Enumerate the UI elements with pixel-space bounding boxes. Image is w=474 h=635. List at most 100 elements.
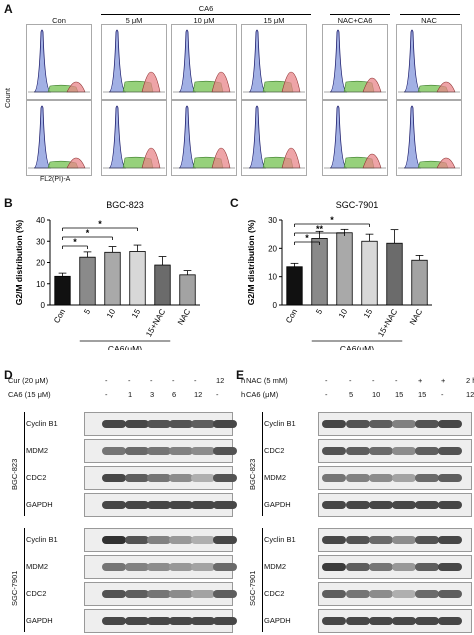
blot-row-label: CDC2 [264, 446, 285, 455]
protein-band [369, 474, 393, 482]
protein-band [346, 420, 370, 428]
treatment-value: - [128, 376, 131, 385]
protein-band [169, 474, 193, 482]
protein-band [438, 420, 462, 428]
protein-band [415, 474, 439, 482]
protein-band [147, 474, 171, 482]
condition-label: NAC [421, 16, 437, 25]
protein-band [392, 563, 416, 571]
protein-band [191, 590, 215, 598]
blot-strip [318, 609, 472, 633]
panel-d-letter: D [4, 368, 13, 382]
bar [129, 251, 146, 306]
treatment-value: 10 [372, 390, 381, 399]
protein-band [415, 617, 439, 625]
flow-histogram [171, 24, 237, 100]
blot-row-label: MDM2 [264, 562, 287, 571]
flow-histogram [101, 24, 167, 100]
g1-peak [33, 29, 52, 93]
bar-chart-sgc7901: SGC-7901 0 10 20 30 G2/M distribution (%) Con 5… [246, 200, 432, 350]
blot-strip [84, 439, 237, 463]
protein-band [415, 590, 439, 598]
g2m-peak [141, 147, 161, 169]
bar [179, 274, 196, 306]
g2m-peak [281, 147, 301, 169]
g1-peak [178, 105, 197, 169]
protein-band [346, 563, 370, 571]
protein-band [322, 447, 346, 455]
protein-band [369, 563, 393, 571]
flow-histogram [26, 100, 92, 176]
bar [154, 264, 171, 306]
cell-line-bracket [262, 412, 263, 516]
treatment-value: 5 [349, 390, 354, 399]
x-axis-label: CA6(μM) [340, 344, 374, 350]
blot-row-label: GAPDH [26, 500, 53, 509]
category-label: 10 [337, 307, 350, 320]
category-label: Con [52, 308, 67, 325]
protein-band [169, 420, 193, 428]
blot-strip [84, 528, 237, 552]
protein-band [125, 447, 149, 455]
flow-histogram [101, 100, 167, 176]
treatment-value: - [216, 390, 219, 399]
blot-row-label: CDC2 [26, 589, 47, 598]
category-label: 10 [105, 307, 118, 320]
treatment-value: - [172, 376, 175, 385]
category-label: 15+NAC [144, 307, 167, 338]
y-tick-label: 0 [41, 301, 46, 310]
condition-label: 15 μM [263, 16, 285, 25]
protein-band [213, 501, 237, 509]
protein-band [438, 501, 462, 509]
protein-band [125, 617, 149, 625]
bar [361, 240, 378, 306]
protein-band [415, 447, 439, 455]
protein-band [102, 536, 126, 544]
treatment-label: CA6 (μM) [246, 390, 279, 399]
protein-band [322, 474, 346, 482]
protein-band [191, 474, 215, 482]
category-label: Con [284, 308, 299, 325]
ca6-group-line [101, 14, 311, 15]
protein-band [147, 501, 171, 509]
y-axis-label: G2/M distribution (%) [246, 220, 256, 306]
treatment-value: 15 [418, 390, 427, 399]
panel-e-letter: E [236, 368, 245, 382]
treatment-value: - [194, 376, 197, 385]
cell-line-bracket [262, 528, 263, 632]
g1-peak [329, 105, 348, 169]
blot-row-label: GAPDH [264, 616, 291, 625]
chart-title: BGC-823 [106, 200, 144, 210]
protein-band [102, 590, 126, 598]
blot-row-label: GAPDH [26, 616, 53, 625]
flow-histogram [322, 100, 388, 176]
blot-row-label: Cyclin B1 [26, 419, 58, 428]
protein-band [213, 536, 237, 544]
g1-peak [248, 105, 267, 169]
significance-label: * [330, 215, 334, 225]
condition-label: 5 μM [125, 16, 143, 25]
bar [286, 266, 303, 306]
protein-band [125, 420, 149, 428]
condition-label: 10 μM [193, 16, 215, 25]
blot-strip [84, 582, 237, 606]
protein-band [438, 536, 462, 544]
bar [104, 251, 121, 306]
g1-peak [108, 29, 127, 93]
blot-row-label: MDM2 [264, 473, 287, 482]
significance-label: ** [316, 224, 324, 234]
protein-band [369, 420, 393, 428]
g1-peak [178, 29, 197, 93]
g2m-peak [281, 71, 301, 93]
panel-c-letter: C [230, 196, 239, 210]
significance-label: * [86, 228, 90, 238]
protein-band [147, 590, 171, 598]
nac-ca6-line [330, 14, 390, 15]
protein-band [369, 590, 393, 598]
category-label: 15 [362, 307, 375, 320]
treatment-label: NAC (5 mM) [246, 376, 288, 385]
flow-histogram [396, 24, 462, 100]
protein-band [213, 447, 237, 455]
flow-histogram [396, 100, 462, 176]
protein-band [392, 447, 416, 455]
